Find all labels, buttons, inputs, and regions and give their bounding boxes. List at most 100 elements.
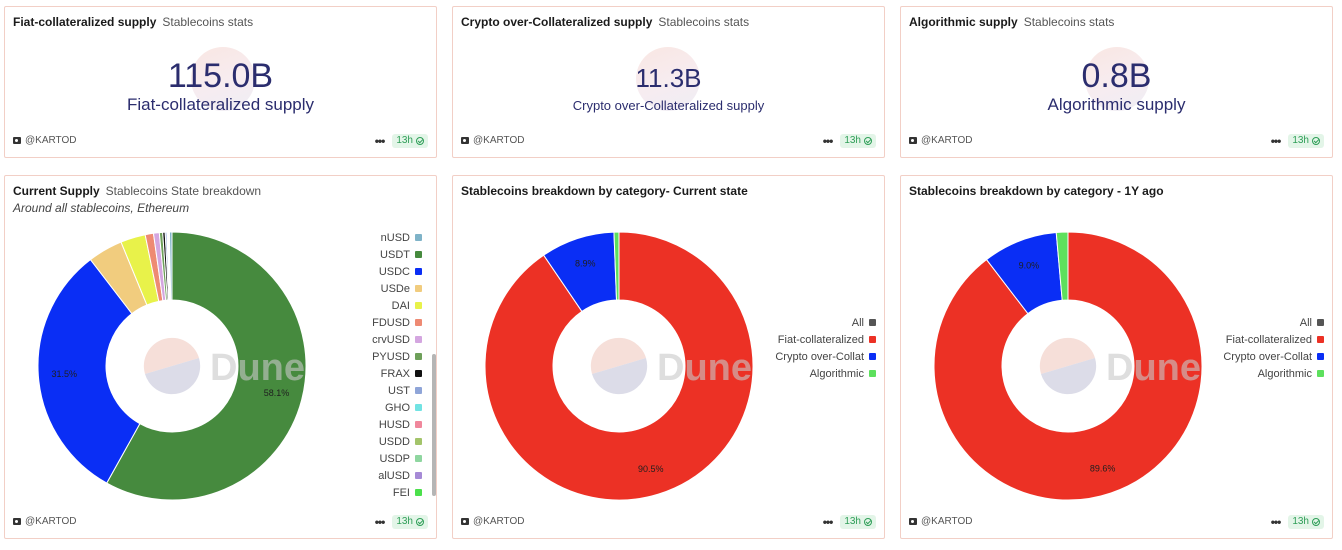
- legend-item-algorithmic[interactable]: Algorithmic: [775, 365, 876, 382]
- legend-item-frax[interactable]: FRAX: [372, 365, 422, 382]
- legend-label: FRAX: [380, 367, 410, 380]
- legend-item-usdc[interactable]: USDC: [372, 263, 422, 280]
- legend-swatch: [1317, 336, 1324, 343]
- slice-data-label: 9.0%: [1019, 260, 1040, 270]
- dune-logo-watermark: [590, 337, 648, 395]
- card-footer: @KARTOD ••• 13h: [909, 515, 1324, 530]
- legend-item-fei[interactable]: FEI: [372, 484, 422, 501]
- legend-item-all[interactable]: All: [1223, 314, 1324, 331]
- legend-item-dai[interactable]: DAI: [372, 297, 422, 314]
- legend-label: All: [1299, 316, 1312, 329]
- pie-slice-algorithmic[interactable]: [613, 231, 620, 301]
- more-options-icon[interactable]: •••: [374, 515, 386, 529]
- card-title[interactable]: Algorithmic supply: [909, 15, 1018, 29]
- card-footer: @KARTOD ••• 13h: [13, 515, 428, 530]
- refresh-age-badge: 13h: [1288, 515, 1324, 529]
- more-options-icon[interactable]: •••: [374, 134, 386, 148]
- pie-slice-fiat-collateralized[interactable]: [484, 231, 754, 501]
- legend-label: USDT: [380, 248, 410, 261]
- author-avatar-icon: [461, 137, 469, 144]
- legend-item-fiat-collateralized[interactable]: Fiat-collateralized: [1223, 331, 1324, 348]
- card-title[interactable]: Stablecoins breakdown by category - 1Y a…: [909, 184, 1164, 198]
- legend-item-usdd[interactable]: USDD: [372, 433, 422, 450]
- slice-data-label: 31.5%: [52, 369, 78, 379]
- legend-item-fiat-collateralized[interactable]: Fiat-collateralized: [775, 331, 876, 348]
- legend-swatch: [415, 489, 422, 496]
- pie-slice-algorithmic[interactable]: [1055, 231, 1069, 301]
- card-title[interactable]: Crypto over-Collateralized supply: [461, 15, 653, 29]
- card-header: Fiat-collateralized supply Stablecoins st…: [13, 15, 428, 29]
- author-link[interactable]: @KARTOD: [909, 135, 972, 146]
- author-link[interactable]: @KARTOD: [13, 135, 76, 146]
- age-text: 13h: [396, 135, 413, 146]
- legend-item-usdp[interactable]: USDP: [372, 450, 422, 467]
- legend-swatch: [869, 319, 876, 326]
- pie-slice-fiat-collateralized[interactable]: [933, 231, 1203, 501]
- legend-label: nUSD: [380, 231, 410, 244]
- card-footer: @KARTOD ••• 13h: [909, 134, 1324, 149]
- legend-item-husd[interactable]: HUSD: [372, 416, 422, 433]
- legend-label: crvUSD: [372, 333, 410, 346]
- legend-swatch: [415, 404, 422, 411]
- legend-item-usdt[interactable]: USDT: [372, 246, 422, 263]
- card-footer: @KARTOD ••• 13h: [13, 134, 428, 149]
- pie-slice-nusd[interactable]: [168, 231, 173, 301]
- donut-chart: 58.1% 31.5% Dune: [37, 231, 307, 501]
- legend-scrollbar[interactable]: [432, 354, 436, 496]
- legend-label: Fiat-collateralized: [777, 333, 864, 346]
- author-link[interactable]: @KARTOD: [461, 135, 524, 146]
- card-footer: @KARTOD ••• 13h: [461, 515, 876, 530]
- legend-swatch: [1317, 370, 1324, 377]
- legend-item-crypto-over-collat[interactable]: Crypto over-Collat: [775, 348, 876, 365]
- legend-item-ust[interactable]: UST: [372, 382, 422, 399]
- card-title[interactable]: Fiat-collateralized supply: [13, 15, 157, 29]
- legend-item-algorithmic[interactable]: Algorithmic: [1223, 365, 1324, 382]
- slice-data-label: 90.5%: [638, 464, 664, 474]
- legend-label: DAI: [391, 299, 410, 312]
- check-circle-icon: [1312, 137, 1320, 145]
- legend-swatch: [869, 336, 876, 343]
- card-title[interactable]: Current Supply: [13, 184, 100, 198]
- legend-item-pyusd[interactable]: PYUSD: [372, 348, 422, 365]
- more-options-icon[interactable]: •••: [822, 134, 834, 148]
- more-options-icon[interactable]: •••: [822, 515, 834, 529]
- legend-label: HUSD: [378, 418, 410, 431]
- pie-slice-usdc[interactable]: [37, 258, 141, 484]
- legend-item-crvusd[interactable]: crvUSD: [372, 331, 422, 348]
- counter-value: 11.3B: [635, 63, 702, 93]
- age-text: 13h: [1292, 516, 1309, 527]
- author-avatar-icon: [13, 518, 21, 525]
- legend-item-all[interactable]: All: [775, 314, 876, 331]
- legend-item-fdusd[interactable]: FDUSD: [372, 314, 422, 331]
- legend-item-crypto-over-collat[interactable]: Crypto over-Collat: [1223, 348, 1324, 365]
- age-text: 13h: [844, 516, 861, 527]
- age-text: 13h: [1292, 135, 1309, 146]
- legend-swatch: [415, 387, 422, 394]
- pie-slice-usdt[interactable]: [106, 231, 307, 501]
- chart-card-current-supply: 58.1% 31.5% Dune Current Supply Stablecoins…: [4, 175, 437, 539]
- legend-item-gho[interactable]: GHO: [372, 399, 422, 416]
- slice-data-label: 89.6%: [1090, 463, 1116, 473]
- legend-item-usde[interactable]: USDe: [372, 280, 422, 297]
- legend-label: USDC: [378, 265, 410, 278]
- legend-label: USDe: [380, 282, 410, 295]
- author-link[interactable]: @KARTOD: [909, 516, 972, 527]
- counter-label: Fiat-collateralized supply: [126, 95, 315, 114]
- legend-item-nusd[interactable]: nUSD: [372, 229, 422, 246]
- author-link[interactable]: @KARTOD: [461, 516, 524, 527]
- card-subtitle: Stablecoins stats: [1023, 15, 1115, 29]
- author-name: @KARTOD: [25, 135, 77, 146]
- counter-value: 0.8B: [1081, 57, 1152, 95]
- more-options-icon[interactable]: •••: [1270, 515, 1282, 529]
- author-name: @KARTOD: [921, 516, 973, 527]
- card-title[interactable]: Stablecoins breakdown by category- Curre…: [461, 184, 748, 198]
- refresh-age-badge: 13h: [840, 515, 876, 529]
- legend-item-alusd[interactable]: alUSD: [372, 467, 422, 484]
- card-header: Crypto over-Collateralized supply Stablec…: [461, 15, 876, 29]
- more-options-icon[interactable]: •••: [1270, 134, 1282, 148]
- dune-logo-watermark: [636, 47, 700, 111]
- author-link[interactable]: @KARTOD: [13, 516, 76, 527]
- dune-watermark-text: Dune: [210, 347, 305, 389]
- card-subtitle: Stablecoins State breakdown: [105, 184, 262, 198]
- age-text: 13h: [396, 516, 413, 527]
